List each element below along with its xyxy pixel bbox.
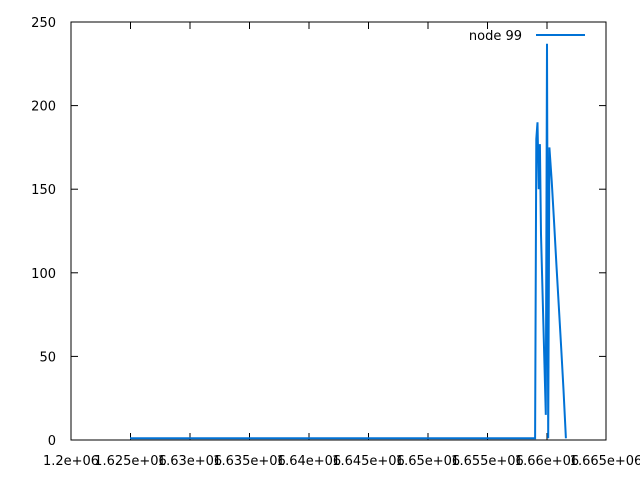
plot-frame (70, 21, 607, 441)
axis-ticks: 0501001502002501.2e+061.625e+061.63e+061… (31, 16, 640, 469)
y-tick-label: 0 (48, 434, 56, 449)
x-tick-label: 1.66e+06 (515, 454, 579, 469)
y-tick-label: 150 (31, 183, 56, 198)
x-tick-label: 1.65e+06 (396, 454, 460, 469)
x-tick-label: 1.63e+06 (158, 454, 222, 469)
y-tick-label: 100 (31, 267, 56, 282)
x-tick-label: 1.64e+06 (277, 454, 341, 469)
axes (70, 21, 607, 441)
x-tick-label: 1.635e+06 (213, 454, 286, 469)
y-tick-label: 250 (31, 16, 56, 31)
y-tick-label: 200 (31, 100, 56, 115)
x-tick-label: 1.2e+06 (43, 454, 99, 469)
series-layer (130, 43, 567, 440)
legend-label: node 99 (469, 29, 522, 44)
series-line-node-99 (130, 43, 567, 440)
y-tick-label: 50 (39, 350, 56, 365)
legend: node 99 (469, 29, 585, 44)
x-tick-label: 1.665e+06 (570, 454, 640, 469)
x-tick-label: 1.645e+06 (332, 454, 405, 469)
x-tick-label: 1.655e+06 (451, 454, 524, 469)
x-tick-label: 1.625e+06 (94, 454, 167, 469)
